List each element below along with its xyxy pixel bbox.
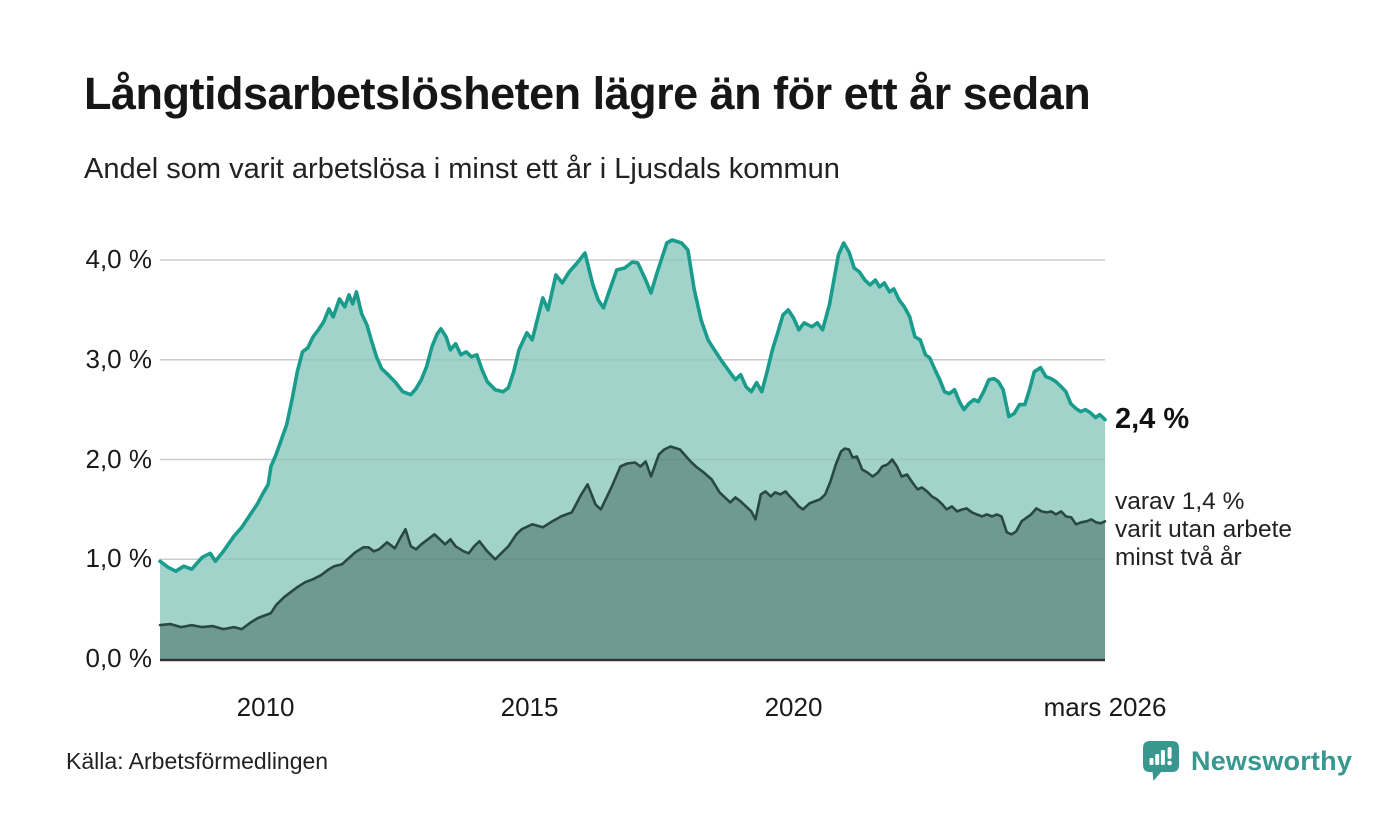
line-unemployed-one-year [158, 238, 1107, 573]
newsworthy-wordmark: Newsworthy [1191, 745, 1353, 776]
source-attribution: Källa: Arbetsförmedlingen [66, 748, 329, 774]
chart-subtitle: Andel som varit arbetslösa i minst ett å… [84, 153, 840, 185]
x-tick-label: mars 2026 [1043, 692, 1167, 722]
speech-bubble-bar-chart-icon [1143, 741, 1179, 781]
newsworthy-logo: Newsworthy [1141, 738, 1352, 784]
page-title: Långtidsarbetslösheten lägre än för ett … [84, 68, 1091, 119]
x-tick-label: 2020 [764, 692, 823, 722]
area-unemployed-two-years [160, 446, 1105, 659]
latest-value-label: 2,4 % [1115, 403, 1190, 435]
y-tick-label: 2,0 % [85, 443, 153, 474]
latest-detail-label: varav 1,4 % varit utan arbete minst två … [1115, 488, 1293, 571]
y-tick-label: 3,0 % [85, 343, 153, 374]
y-tick-label: 0,0 % [85, 643, 153, 673]
y-tick-label: 4,0 % [85, 244, 153, 274]
line-unemployed-two-years [158, 445, 1107, 631]
y-tick-label: 1,0 % [85, 543, 153, 574]
x-tick-label: 2015 [500, 692, 559, 722]
x-tick-label: 2010 [236, 692, 295, 722]
